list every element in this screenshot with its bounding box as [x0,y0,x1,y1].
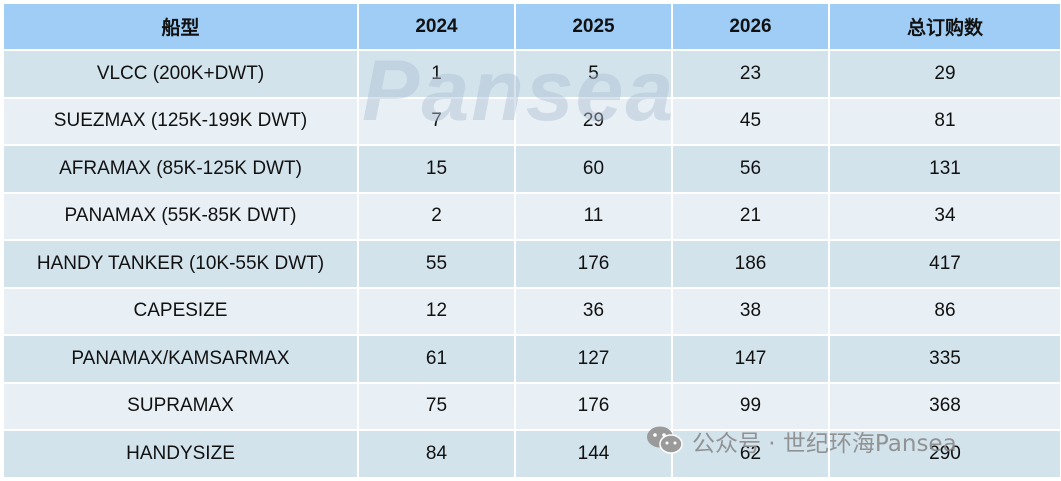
table-row: CAPESIZE 12 36 38 86 [2,286,1061,336]
header-cell: 2024 [357,2,516,51]
table-row: HANDYSIZE 84 144 62 290 [2,429,1061,479]
count-cell: 186 [671,239,830,289]
count-cell: 45 [671,96,830,146]
count-cell: 11 [514,191,673,241]
count-cell: 29 [514,96,673,146]
count-cell: 29 [828,49,1061,99]
header-cell: 2026 [671,2,830,51]
count-cell: 12 [357,286,516,336]
count-cell: 75 [357,381,516,431]
header-cell: 总订购数 [828,2,1061,51]
table-row: VLCC (200K+DWT) 1 5 23 29 [2,49,1061,99]
header-cell: 2025 [514,2,673,51]
count-cell: 60 [514,144,673,194]
count-cell: 21 [671,191,830,241]
table-row: HANDY TANKER (10K-55K DWT) 55 176 186 417 [2,239,1061,289]
header-cell: 船型 [2,2,359,51]
wechat-icon [647,426,683,454]
count-cell: 127 [514,334,673,384]
count-cell: 7 [357,96,516,146]
count-cell: 5 [514,49,673,99]
count-cell: 99 [671,381,830,431]
count-cell: 56 [671,144,830,194]
count-cell: 55 [357,239,516,289]
ship-type-cell: HANDY TANKER (10K-55K DWT) [2,239,359,289]
count-cell: 34 [828,191,1061,241]
ship-type-cell: VLCC (200K+DWT) [2,49,359,99]
count-cell: 61 [357,334,516,384]
count-cell: 2 [357,191,516,241]
ship-type-cell: SUPRAMAX [2,381,359,431]
count-cell: 131 [828,144,1061,194]
count-cell: 36 [514,286,673,336]
count-cell: 144 [514,429,673,479]
count-cell: 62 [671,429,830,479]
count-cell: 176 [514,239,673,289]
count-cell: 38 [671,286,830,336]
ship-type-cell: HANDYSIZE [2,429,359,479]
count-cell: 176 [514,381,673,431]
count-cell: 1 [357,49,516,99]
count-cell: 23 [671,49,830,99]
count-cell: 290 [828,429,1061,479]
count-cell: 368 [828,381,1061,431]
ship-type-cell: AFRAMAX (85K-125K DWT) [2,144,359,194]
ship-type-cell: SUEZMAX (125K-199K DWT) [2,96,359,146]
count-cell: 86 [828,286,1061,336]
table-row: SUEZMAX (125K-199K DWT) 7 29 45 81 [2,96,1061,146]
count-cell: 84 [357,429,516,479]
ship-type-cell: CAPESIZE [2,286,359,336]
header-row: 船型 2024 2025 2026 总订购数 [2,2,1061,51]
count-cell: 417 [828,239,1061,289]
count-cell: 147 [671,334,830,384]
ship-type-cell: PANAMAX (55K-85K DWT) [2,191,359,241]
table-row: PANAMAX/KAMSARMAX 61 127 147 335 [2,334,1061,384]
table-row: SUPRAMAX 75 176 99 368 [2,381,1061,431]
table-row: AFRAMAX (85K-125K DWT) 15 60 56 131 [2,144,1061,194]
count-cell: 81 [828,96,1061,146]
table-row: PANAMAX (55K-85K DWT) 2 11 21 34 [2,191,1061,241]
count-cell: 15 [357,144,516,194]
count-cell: 335 [828,334,1061,384]
ship-type-cell: PANAMAX/KAMSARMAX [2,334,359,384]
